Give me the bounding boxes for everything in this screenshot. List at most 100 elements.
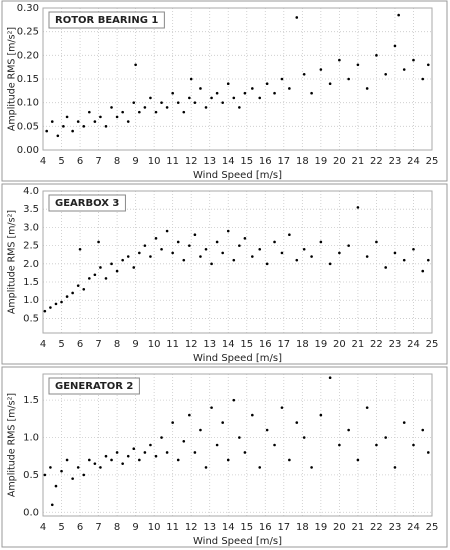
point: [356, 458, 360, 462]
point: [288, 233, 291, 236]
x-tick-label: 25: [426, 339, 439, 350]
point: [60, 300, 63, 304]
x-tick-label: 10: [148, 339, 161, 350]
y-tick-label: 0.5: [23, 470, 39, 481]
point: [302, 247, 306, 251]
point: [176, 240, 180, 244]
point: [347, 244, 350, 247]
x-tick-label: 7: [95, 156, 101, 167]
x-tick-label: 17: [277, 339, 290, 350]
point: [65, 458, 69, 462]
point: [310, 466, 313, 469]
point: [165, 229, 169, 233]
x-tick-label: 23: [389, 339, 402, 350]
point: [319, 413, 323, 417]
x-tick-label: 15: [240, 156, 253, 167]
y-tick-label: 2.5: [23, 241, 39, 252]
y-axis-title: Amplitude RMS [m/s²]: [7, 27, 18, 131]
point: [295, 421, 299, 424]
x-tick-label: 22: [370, 339, 383, 350]
point: [182, 110, 186, 114]
point: [154, 454, 158, 458]
point: [238, 106, 241, 109]
x-tick-label: 8: [114, 156, 120, 167]
point: [76, 120, 80, 123]
x-tick-label: 15: [240, 339, 253, 350]
point: [221, 421, 224, 424]
point: [421, 428, 425, 432]
point: [132, 447, 136, 451]
point: [375, 54, 378, 57]
point: [402, 258, 406, 262]
x-tick-label: 9: [132, 339, 138, 350]
point: [258, 247, 262, 251]
point: [384, 72, 387, 76]
point: [149, 255, 152, 258]
x-axis-title: Wind Speed [m/s]: [193, 353, 282, 364]
point: [115, 451, 119, 454]
point: [188, 413, 191, 417]
x-tick-label: 7: [95, 339, 101, 350]
point: [121, 110, 124, 114]
point: [210, 96, 213, 100]
chart-title: GENERATOR 2: [55, 381, 133, 392]
point: [138, 110, 141, 114]
point: [365, 406, 369, 409]
x-tick-label: 25: [426, 156, 439, 167]
x-tick-label: 19: [314, 156, 327, 167]
point: [280, 251, 284, 255]
plot-frame: [42, 190, 433, 334]
point: [115, 269, 119, 273]
x-tick-label: 14: [222, 156, 235, 167]
plot-frame: [42, 7, 433, 151]
point: [76, 466, 80, 469]
y-tick-label: 0.0: [23, 507, 39, 518]
point: [193, 233, 197, 236]
point: [338, 251, 341, 255]
point: [251, 413, 254, 417]
point: [338, 443, 341, 447]
x-tick-label: 18: [296, 339, 309, 350]
y-tick-label: 0.5: [23, 313, 39, 324]
point: [176, 101, 180, 104]
point: [338, 58, 341, 62]
point: [328, 262, 332, 266]
point: [365, 87, 369, 90]
x-tick-label: 15: [240, 522, 253, 533]
point: [397, 13, 400, 17]
x-tick-label: 20: [333, 156, 346, 167]
point: [226, 82, 230, 86]
point: [143, 451, 147, 454]
y-tick-label: 0.10: [17, 98, 39, 109]
x-tick-label: 14: [222, 339, 235, 350]
point: [93, 462, 97, 465]
y-tick-label: 0.25: [17, 27, 39, 38]
point: [126, 454, 130, 458]
point: [149, 96, 152, 100]
point: [88, 458, 91, 462]
point: [238, 436, 241, 439]
x-tick-label: 21: [352, 156, 365, 167]
point: [50, 120, 54, 123]
point: [375, 240, 378, 244]
x-tick-label: 18: [296, 522, 309, 533]
point: [421, 269, 425, 273]
y-tick-label: 1.0: [23, 433, 39, 444]
point: [171, 251, 174, 255]
chart-title: ROTOR BEARING 1: [55, 15, 158, 26]
panel: [1, 366, 448, 548]
title-box: [48, 377, 140, 395]
point: [426, 63, 430, 67]
point: [171, 421, 174, 424]
x-axis-title: Wind Speed [m/s]: [193, 536, 282, 547]
point: [54, 484, 58, 488]
point: [243, 237, 247, 240]
x-tick-label: 16: [259, 339, 272, 350]
point: [221, 101, 224, 104]
x-tick-label: 25: [426, 522, 439, 533]
point: [138, 458, 141, 462]
point: [215, 443, 219, 447]
chart-title: GEARBOX 3: [55, 198, 119, 209]
x-tick-label: 23: [389, 156, 402, 167]
point: [50, 503, 54, 507]
